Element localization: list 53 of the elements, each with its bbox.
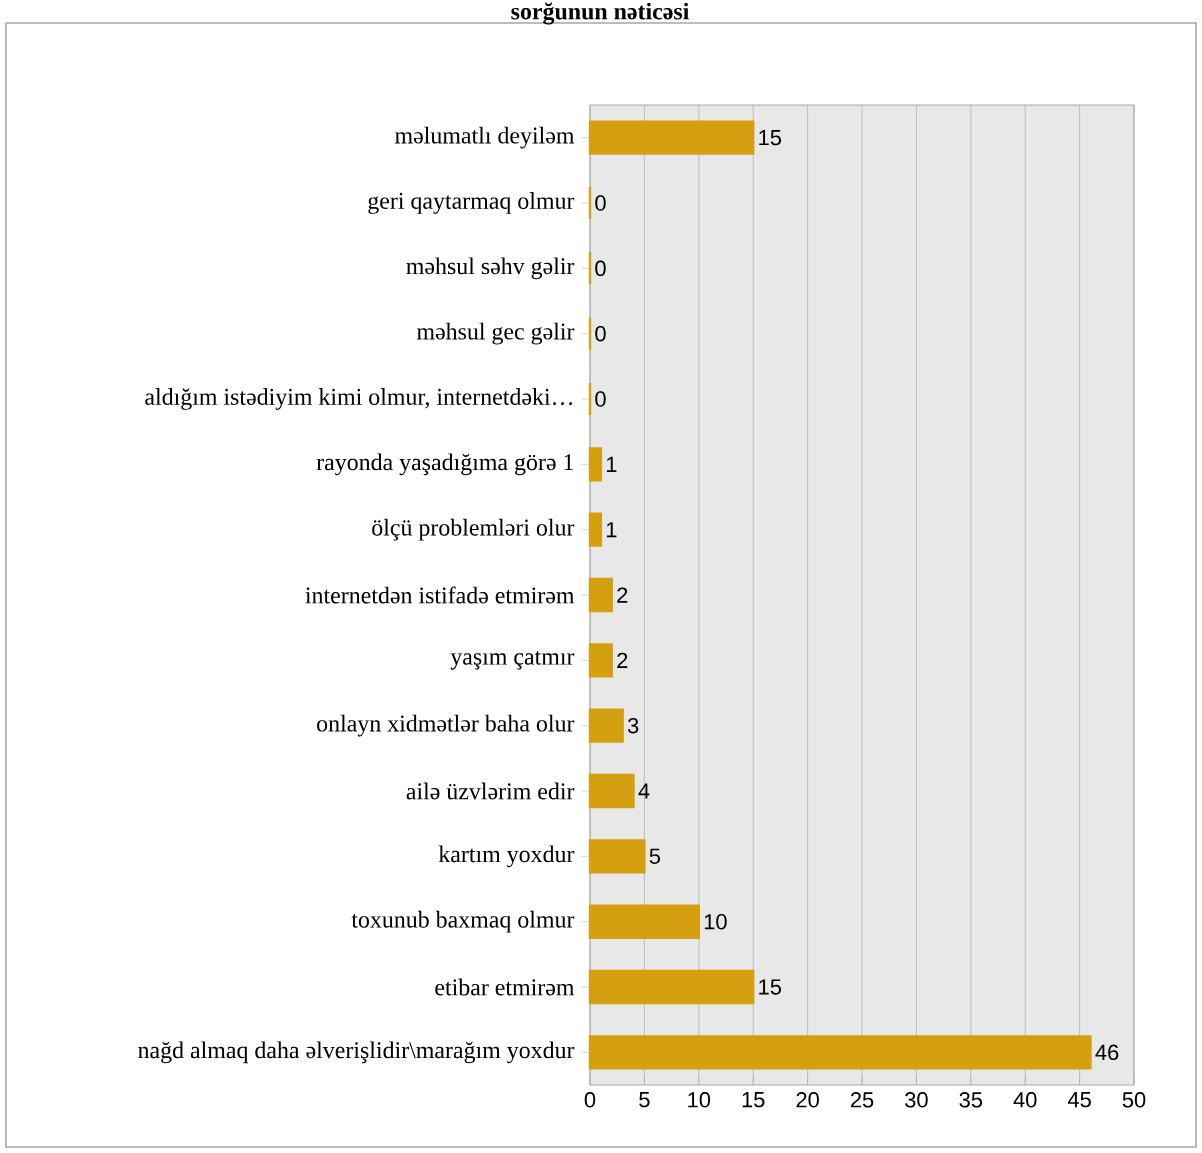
chart-title: sorğunun nəticəsi [511, 2, 689, 25]
y-tick-label: etibar etmirəm [435, 978, 575, 996]
x-tick-label: 40 [1013, 1092, 1037, 1108]
y-tick-label: yaşım çatmır [450, 651, 575, 670]
y-tick-label: nağd almaq daha əlverişlidir\marağım yoxdur [138, 1041, 575, 1064]
x-tick-label: 10 [688, 1092, 711, 1108]
y-tick-label: toxunub baxmaq olmur [351, 910, 575, 933]
x-tick-label: 30 [905, 1092, 928, 1108]
data-label: 15 [759, 130, 782, 146]
x-tick-label: 45 [1067, 1092, 1091, 1108]
bar [588, 447, 603, 482]
y-tick-label: aldığım istədiyim kimi olmur, internetdəki… [145, 388, 572, 410]
y-tick-label: məhsul səhv gəlir [406, 257, 575, 280]
data-label: 0 [595, 325, 606, 342]
x-tick-label: 15 [742, 1092, 765, 1108]
bar [588, 773, 635, 809]
data-label: 2 [617, 587, 628, 603]
data-label: 3 [627, 717, 639, 734]
data-label: 1 [606, 522, 617, 538]
bar [588, 969, 755, 1005]
data-label: 10 [704, 913, 727, 930]
bar [588, 120, 755, 155]
y-tick-label: məlumatlı deyiləm [395, 126, 575, 149]
x-tick-label: 25 [850, 1092, 874, 1108]
bar [588, 512, 603, 547]
y-tick-label: geri qaytarmaq olmur [368, 192, 575, 214]
x-tick-label: 0 [584, 1092, 596, 1108]
bar [588, 839, 646, 874]
y-tick-label: ölçü problemləri olur [372, 518, 575, 541]
bar [588, 577, 613, 613]
data-label: 4 [638, 783, 650, 799]
y-tick-label: ailə üzvlərim edir [406, 782, 575, 800]
x-tick-label: 5 [639, 1092, 650, 1108]
data-label: 15 [759, 979, 782, 995]
data-label: 0 [595, 195, 606, 211]
data-label: 0 [595, 391, 606, 407]
data-label: 5 [649, 848, 661, 864]
y-tick-label: onlayn xidmətlər baha olur [317, 714, 575, 737]
y-tick-label: rayonda yaşadığıma görə 1 [316, 453, 574, 476]
bar [588, 708, 624, 743]
x-tick-label: 35 [959, 1092, 983, 1108]
bar [588, 1035, 1092, 1070]
y-tick-label: kartım yoxdur [438, 845, 575, 868]
data-label: 2 [617, 652, 628, 668]
y-tick-label: məhsul gec gəlir [416, 322, 575, 345]
y-tick-label: internetdən istifadə etmirəm [305, 586, 575, 604]
data-label: 46 [1095, 1044, 1119, 1061]
data-label: 0 [595, 260, 606, 277]
x-tick-label: 50 [1122, 1092, 1146, 1108]
bar [588, 643, 613, 678]
data-label: 1 [606, 456, 617, 472]
bar [588, 904, 700, 939]
x-tick-label: 20 [796, 1092, 819, 1108]
